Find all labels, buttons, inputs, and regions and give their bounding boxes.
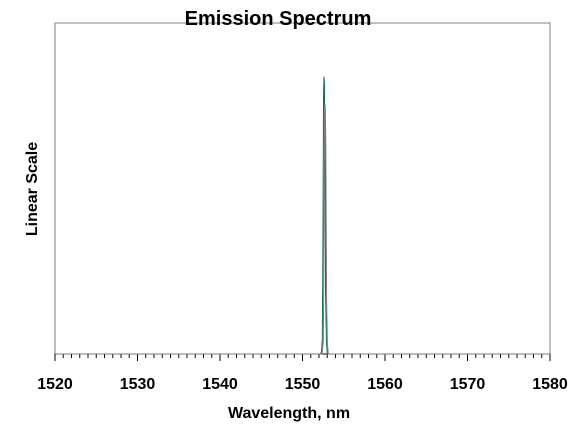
x-tick-label: 1580	[532, 376, 568, 393]
x-tick-label: 1560	[367, 376, 403, 393]
chart-title: Emission Spectrum	[185, 8, 372, 30]
series-group	[55, 76, 551, 355]
x-tick-label: 1520	[37, 376, 73, 393]
x-axis-label: Wavelength, nm	[228, 405, 350, 422]
x-axis-tick-labels: 1520 1530 1540 1550 1560 1570 1580	[37, 376, 568, 393]
plot-frame	[54, 22, 551, 355]
x-axis-ticks	[54, 354, 551, 361]
series-line-0-edge	[56, 104, 551, 355]
y-axis-label: Linear Scale	[24, 142, 41, 236]
x-tick-label: 1540	[202, 376, 238, 393]
series-line-0	[55, 76, 550, 355]
x-tick-label: 1530	[120, 376, 156, 393]
x-tick-label: 1550	[285, 376, 321, 393]
x-tick-label: 1570	[450, 376, 486, 393]
